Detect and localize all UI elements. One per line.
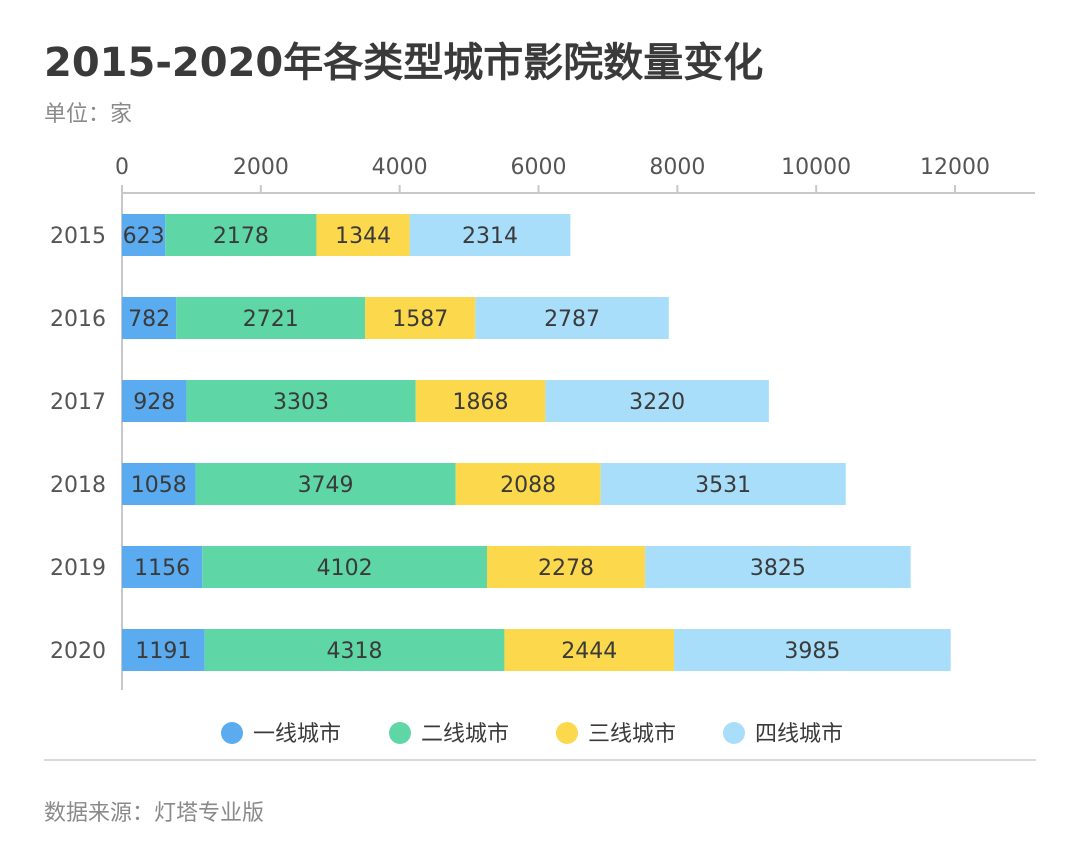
legend-label: 四线城市	[755, 722, 843, 747]
data-label: 2444	[561, 639, 617, 664]
data-label: 1587	[392, 307, 448, 332]
data-label: 1344	[335, 224, 391, 249]
y-category-label: 2015	[50, 224, 106, 249]
data-label: 1868	[453, 390, 509, 415]
data-label: 2178	[213, 224, 269, 249]
bar-segment	[486, 546, 646, 588]
bar-segment	[176, 297, 366, 339]
bar-segment	[415, 380, 546, 422]
bar-segment	[122, 546, 203, 588]
data-label: 3220	[629, 390, 685, 415]
data-label: 623	[123, 224, 165, 249]
data-label: 3985	[784, 639, 840, 664]
stacked-bar-chart: 0 2000 4000 6000 8000 10000 12000 2015 623 2178 1…	[50, 155, 1035, 747]
data-label: 3749	[298, 473, 354, 498]
bar-segment	[475, 297, 669, 339]
legend-marker	[221, 722, 243, 744]
data-label: 1156	[134, 556, 190, 581]
data-label: 2721	[243, 307, 299, 332]
data-label: 1058	[131, 473, 187, 498]
data-label: 1191	[135, 639, 191, 664]
bar-segment	[674, 629, 951, 671]
chart-title: 2015-2020年各类型城市影院数量变化	[44, 40, 764, 86]
data-label: 3531	[695, 473, 751, 498]
legend: 一线城市 二线城市 三线城市 四线城市	[221, 722, 843, 747]
data-label: 928	[133, 390, 175, 415]
x-tick-label: 4000	[372, 155, 428, 180]
legend-label: 一线城市	[253, 722, 341, 747]
y-category-label: 2016	[50, 307, 106, 332]
data-label: 4318	[327, 639, 383, 664]
bar-segment	[122, 214, 166, 256]
bar-segment	[202, 546, 487, 588]
x-tick-label: 0	[115, 155, 129, 180]
bar-segment	[122, 629, 205, 671]
bar-segment	[545, 380, 769, 422]
bar-segment	[186, 380, 416, 422]
unit-label: 单位：家	[44, 102, 133, 127]
bar-segment	[122, 463, 196, 505]
legend-marker	[556, 722, 578, 744]
bar-segment	[409, 214, 571, 256]
data-label: 2314	[462, 224, 518, 249]
bar-segment	[316, 214, 410, 256]
bar-segment	[645, 546, 911, 588]
bar-segment	[600, 463, 846, 505]
data-label: 2278	[538, 556, 594, 581]
x-tick-label: 6000	[511, 155, 567, 180]
x-tick-label: 8000	[649, 155, 705, 180]
data-label: 2088	[500, 473, 556, 498]
data-label: 3825	[750, 556, 806, 581]
footer-divider	[44, 759, 1036, 761]
data-label: 2787	[544, 307, 600, 332]
bar-segment	[455, 463, 601, 505]
legend-label: 三线城市	[588, 722, 676, 747]
bar-segment	[195, 463, 456, 505]
legend-marker	[723, 722, 745, 744]
x-tick-label: 2000	[233, 155, 289, 180]
y-category-label: 2019	[50, 556, 106, 581]
bar-segment	[122, 380, 187, 422]
x-axis: 0 2000 4000 6000 8000 10000 12000	[115, 155, 1035, 690]
bar-segment	[365, 297, 476, 339]
x-tick-label: 12000	[920, 155, 990, 180]
y-category-label: 2017	[50, 390, 106, 415]
y-category-label: 2018	[50, 473, 106, 498]
legend-label: 二线城市	[421, 722, 509, 747]
data-source: 数据来源：灯塔专业版	[44, 801, 265, 826]
bar-segment	[122, 297, 177, 339]
bar-segment	[204, 629, 505, 671]
x-tick-label: 10000	[781, 155, 851, 180]
bars: 2015 623 2178 1344 2314 2016 782 2721 1587 2787 20…	[50, 214, 951, 671]
legend-marker	[389, 722, 411, 744]
data-label: 782	[128, 307, 170, 332]
y-category-label: 2020	[50, 639, 106, 664]
bar-segment	[165, 214, 317, 256]
bar-segment	[504, 629, 675, 671]
data-label: 4102	[317, 556, 373, 581]
data-label: 3303	[273, 390, 329, 415]
